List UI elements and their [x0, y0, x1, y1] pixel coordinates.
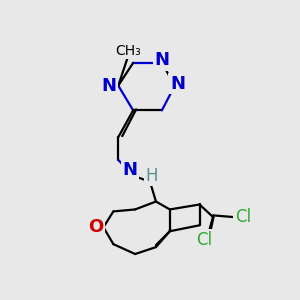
Text: Cl: Cl [235, 208, 251, 226]
Text: N: N [123, 161, 138, 179]
Text: O: O [88, 218, 103, 236]
Text: H: H [146, 167, 158, 185]
Text: CH₃: CH₃ [115, 44, 141, 58]
Text: N: N [154, 51, 169, 69]
Text: N: N [101, 76, 116, 94]
Text: Cl: Cl [196, 231, 213, 249]
Text: N: N [170, 75, 185, 93]
